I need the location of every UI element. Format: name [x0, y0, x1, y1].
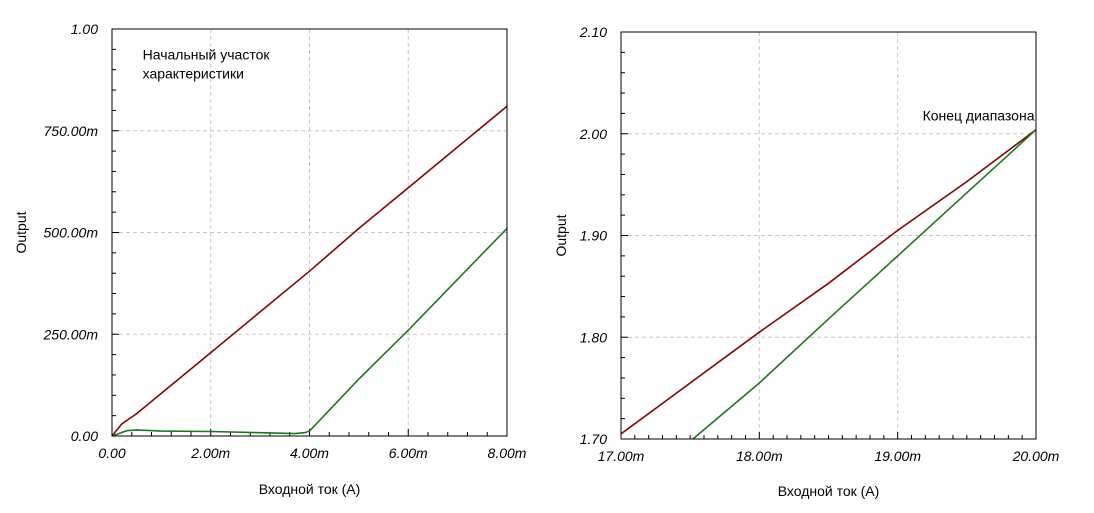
chart-annotation: Начальный участок характеристики: [143, 47, 271, 82]
y-tick-label: 1.70: [580, 431, 607, 447]
x-axis-title: Входной ток (A): [259, 481, 361, 497]
x-tick-label: 17.00m: [598, 448, 645, 464]
y-tick-label: 750.00m: [44, 123, 99, 139]
x-tick-label: 20.00m: [1012, 448, 1060, 464]
series-line-2: [692, 129, 1037, 440]
x-tick-label: 4.00m: [290, 445, 329, 461]
x-tick-label: 2.00m: [190, 445, 230, 461]
plot-area: [111, 28, 508, 437]
series-line-1: [620, 129, 1037, 435]
series-line-1: [111, 105, 508, 437]
x-tick-label: 6.00m: [389, 445, 428, 461]
plot-area: [620, 31, 1037, 440]
y-tick-label: 250.00m: [43, 326, 99, 342]
x-tick-label: 8.00m: [488, 445, 527, 461]
y-tick-label: 500.00m: [44, 225, 99, 241]
right-chart-panel: 17.00m 18.00m 19.00m 20.00m 1.70 1.80 1.90 2.00…: [553, 24, 1060, 499]
y-axis-title: Output: [553, 214, 569, 256]
y-tick-label: 2.10: [579, 24, 607, 40]
y-tick-label: 0.00: [71, 428, 98, 444]
left-chart-panel: 0.00 2.00m 4.00m 6.00m 8.00m 0.00 250.00m 500.0…: [13, 21, 527, 497]
series-line-2: [111, 227, 508, 437]
x-axis-title: Входной ток (A): [778, 483, 880, 499]
y-tick-label: 2.00: [579, 126, 607, 142]
y-tick-label: 1.90: [580, 228, 607, 244]
x-tick-label: 19.00m: [874, 448, 921, 464]
y-axis-title: Output: [13, 211, 29, 253]
x-tick-label: 18.00m: [736, 448, 783, 464]
y-tick-label: 1.80: [580, 329, 607, 345]
y-tick-label: 1.00: [71, 21, 98, 37]
x-tick-label: 0.00: [98, 445, 125, 461]
chart-annotation: Конец диапазона: [923, 108, 1035, 124]
